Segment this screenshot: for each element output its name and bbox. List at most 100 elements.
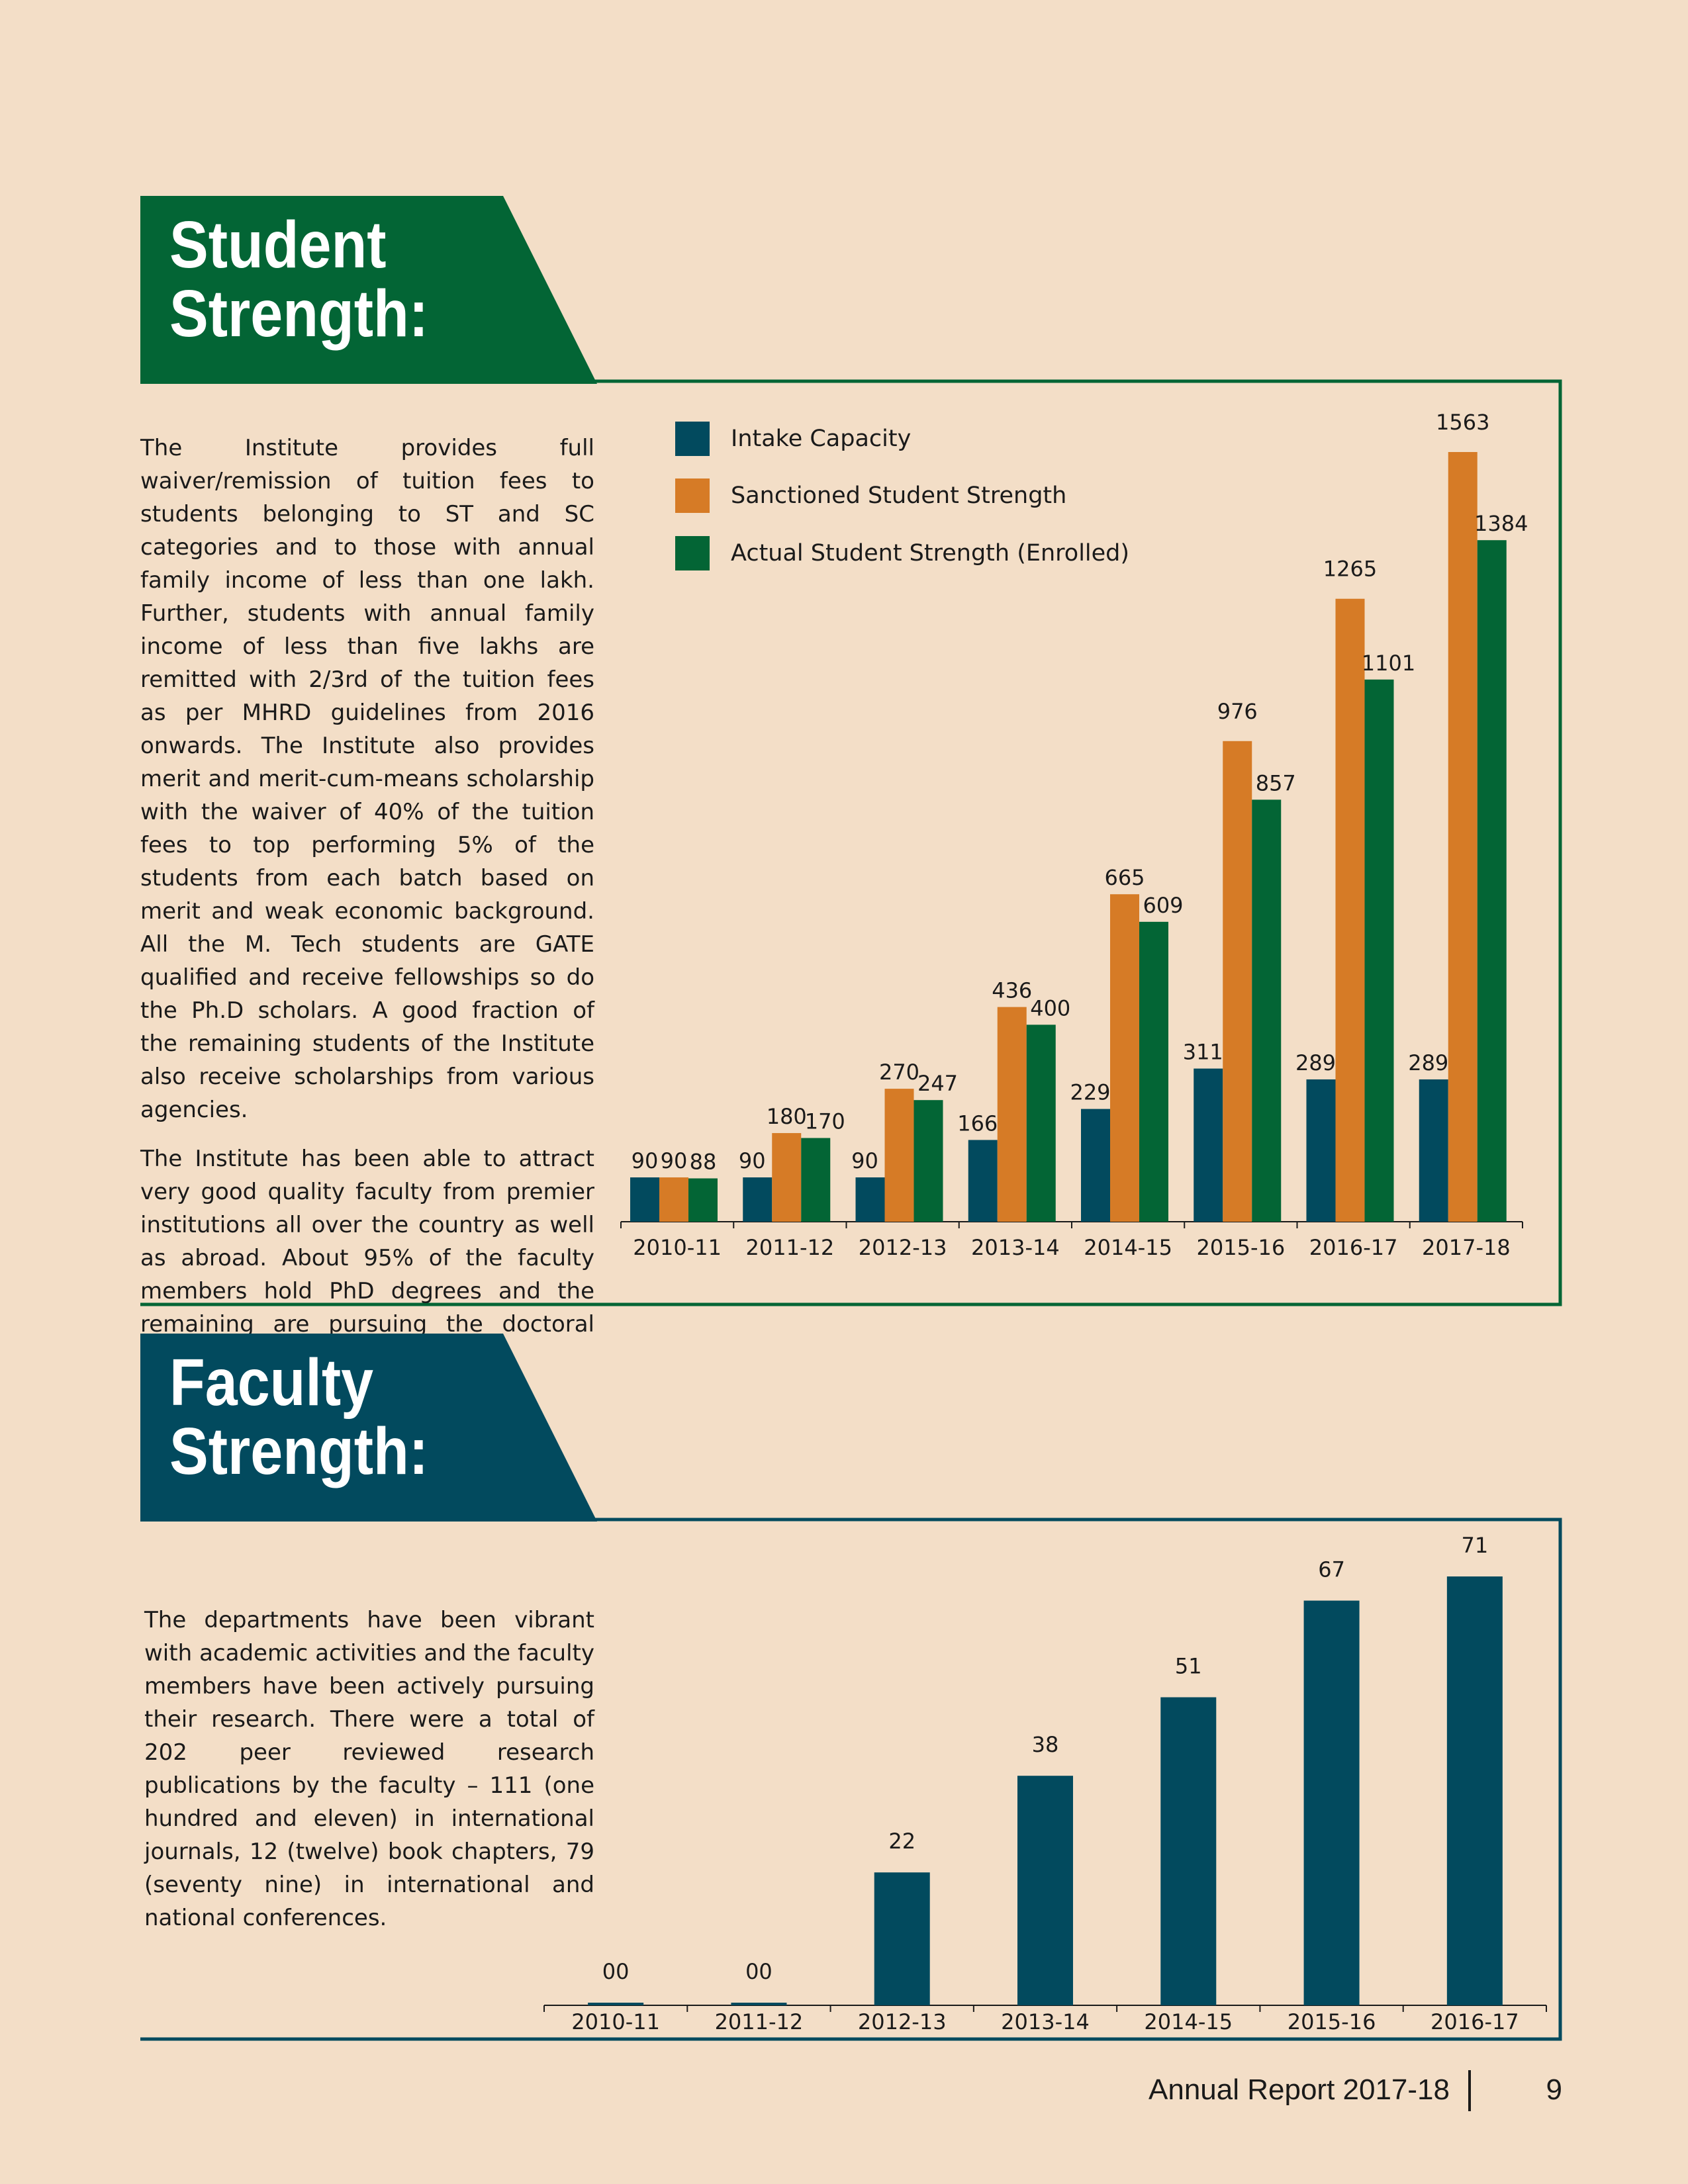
footer-page-number: 9 — [1546, 2073, 1562, 2106]
x-tick-label-2015-16: 2015-16 — [1197, 1235, 1286, 1260]
student-strength-chart: 90 90 882010-11901801702011-12902702472012… — [620, 410, 1528, 1260]
data-label-2012-13-series-1: 90 — [851, 1148, 878, 1173]
data-label-2015-16-series-2: 976 — [1217, 699, 1258, 724]
data-label-2011-12-series-1: 90 — [739, 1148, 766, 1173]
bar-2012-13-series-2 — [884, 1089, 914, 1222]
legend-label-intake: Intake Capacity — [731, 426, 912, 452]
data-label-2012-13-series-3: 247 — [917, 1071, 958, 1096]
bar-2017-18-series-3 — [1477, 540, 1507, 1222]
bar-2014-15-series-2 — [1110, 894, 1139, 1222]
legend-label-sanctioned: Sanctioned Student Strength — [731, 482, 1067, 509]
data-label-2013-14-series-2: 436 — [992, 978, 1032, 1003]
bar-2015-16-series-3 — [1252, 799, 1282, 1222]
bar-2014-15-series-3 — [1139, 921, 1168, 1222]
bar-2013-14-series-2 — [997, 1007, 1027, 1222]
faculty-strength-text: The departments have been vibrant with a… — [144, 1604, 594, 1950]
data-label-2016-17: 71 — [1461, 1533, 1488, 1558]
faculty-paragraph: The departments have been vibrant with a… — [144, 1607, 594, 1931]
data-label-2010-11: 00 — [602, 1959, 630, 1984]
data-label-2011-12-series-3: 170 — [805, 1109, 845, 1134]
legend-label-enrolled: Actual Student Strength (Enrolled) — [731, 540, 1130, 567]
legend-swatch-enrolled — [675, 536, 710, 570]
data-label-2014-15: 51 — [1175, 1654, 1202, 1679]
bar-2013-14-series-1 — [968, 1140, 998, 1222]
x-tick-label-2013-14: 2013-14 — [1001, 2009, 1090, 2034]
data-label-2011-12: 00 — [745, 1959, 773, 1984]
data-label-2014-15-series-2: 665 — [1104, 865, 1145, 890]
faculty-strength-chart: 00 2010-11 00 2011-12 22 2012-13 38 2013-14 51 20… — [543, 1533, 1547, 2034]
x-tick-label-2012-13: 2012-13 — [859, 1235, 947, 1260]
legend-swatch-sanctioned — [675, 478, 710, 513]
bar-2012-13-series-1 — [855, 1177, 885, 1222]
footer-divider — [1468, 2070, 1471, 2111]
x-tick-label-2012-13: 2012-13 — [858, 2009, 947, 2034]
data-label-2014-15-series-3: 609 — [1143, 893, 1183, 918]
bar-2016-17-series-2 — [1335, 598, 1365, 1222]
legend-item-enrolled: Actual Student Strength (Enrolled) — [675, 536, 1129, 570]
faculty-strength-banner: Faculty Strength: — [140, 1334, 597, 1522]
bar-2015-16-series-2 — [1223, 741, 1252, 1222]
student-strength-title: Student Strength: — [169, 208, 429, 351]
data-label-2016-17-series-3: 1101 — [1362, 651, 1415, 676]
data-label-2013-14-series-3: 400 — [1030, 995, 1070, 1021]
data-label-2013-14-series-1: 166 — [957, 1111, 998, 1136]
bar-2014-15 — [1160, 1697, 1217, 2005]
data-label-2011-12-series-2: 180 — [767, 1104, 807, 1129]
bar-2014-15-series-1 — [1081, 1109, 1110, 1222]
data-label-2016-17-series-1: 289 — [1295, 1050, 1336, 1075]
bar-2011-12-series-2 — [772, 1133, 802, 1222]
legend-item-sanctioned: Sanctioned Student Strength — [675, 478, 1066, 513]
data-label-2015-16-series-3: 857 — [1256, 770, 1296, 796]
bar-2011-12 — [731, 2003, 787, 2005]
x-tick-label-2014-15: 2014-15 — [1144, 2009, 1233, 2034]
student-strength-banner: Student Strength: — [140, 196, 597, 384]
data-label-2012-13-series-2: 270 — [879, 1060, 919, 1085]
legend-item-intake: Intake Capacity — [675, 422, 911, 456]
x-tick-label-2016-17: 2016-17 — [1309, 1235, 1398, 1260]
bar-2010-11 — [588, 2003, 644, 2005]
bar-2010-11-series-1 — [630, 1177, 659, 1222]
student-paragraph-1: The Institute provides full waiver/remis… — [140, 435, 594, 1123]
bar-2011-12-series-3 — [801, 1138, 831, 1222]
bar-2011-12-series-1 — [743, 1177, 773, 1222]
x-tick-label-2016-17: 2016-17 — [1430, 2009, 1519, 2034]
x-tick-label-2010-11: 2010-11 — [633, 1235, 722, 1260]
bar-2016-17-series-3 — [1364, 679, 1394, 1222]
bar-2017-18-series-1 — [1419, 1079, 1448, 1222]
faculty-strength-title: Faculty Strength: — [169, 1345, 429, 1488]
x-tick-label-2014-15: 2014-15 — [1084, 1235, 1172, 1260]
data-label-2017-18-series-1: 289 — [1408, 1050, 1448, 1075]
bar-2012-13-series-3 — [914, 1100, 943, 1222]
bar-2010-11-series-2 — [659, 1177, 688, 1222]
bar-2010-11-series-3 — [688, 1178, 718, 1222]
data-label-2017-18-series-3: 1384 — [1474, 511, 1528, 536]
banner-shape — [140, 196, 597, 384]
student-strength-text: The Institute provides full waiver/remis… — [140, 432, 594, 1390]
bar-2016-17-series-1 — [1306, 1079, 1336, 1222]
x-tick-label-2010-11: 2010-11 — [571, 2009, 660, 2034]
x-tick-label-2011-12: 2011-12 — [746, 1235, 835, 1260]
data-label-2013-14: 38 — [1032, 1732, 1059, 1757]
x-tick-label-2011-12: 2011-12 — [715, 2009, 804, 2034]
banner-shape — [140, 1334, 597, 1522]
data-label-2016-17-series-2: 1265 — [1323, 557, 1377, 582]
data-label-2010-11-series-1: 90 — [632, 1148, 659, 1173]
data-label-2012-13: 22 — [888, 1829, 915, 1854]
bar-2015-16 — [1303, 1600, 1360, 2005]
bar-2012-13 — [874, 1872, 930, 2005]
data-label-2015-16: 67 — [1318, 1557, 1345, 1582]
bar-2017-18-series-2 — [1448, 452, 1477, 1222]
data-label-2017-18-series-2: 1563 — [1436, 410, 1489, 435]
bar-2016-17 — [1446, 1576, 1503, 2005]
x-tick-label-2013-14: 2013-14 — [971, 1235, 1060, 1260]
student-paragraph-2: The Institute has been able to attract v… — [140, 1146, 594, 1371]
legend-swatch-intake — [675, 422, 710, 456]
data-label-2010-11-series-3: 88 — [690, 1150, 717, 1175]
x-tick-label-2017-18: 2017-18 — [1422, 1235, 1511, 1260]
x-tick-label-2015-16: 2015-16 — [1288, 2009, 1376, 2034]
data-label-2014-15-series-1: 229 — [1070, 1080, 1110, 1105]
data-label-2010-11-series-2: 90 — [661, 1148, 688, 1173]
bar-2013-14-series-3 — [1026, 1024, 1056, 1222]
footer-report-title: Annual Report 2017-18 — [1149, 2073, 1450, 2106]
bar-2013-14 — [1017, 1776, 1073, 2005]
